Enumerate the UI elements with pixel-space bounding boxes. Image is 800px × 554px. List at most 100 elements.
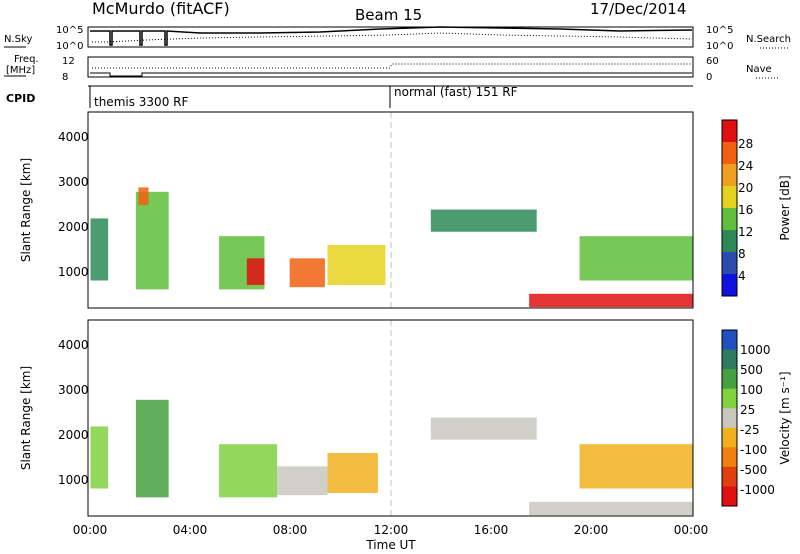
- heatmap-cell: [327, 245, 386, 285]
- colorbar-cell: [722, 349, 737, 370]
- velocity-y-axis: 1000 2000 3000 4000 Slant Range [km]: [19, 338, 89, 487]
- vel-cbar-tick-0: 1000: [740, 343, 771, 357]
- nsky-tick-top: 10^5: [56, 25, 83, 36]
- vel-cbar-tick-5: -100: [740, 443, 767, 457]
- power-ytick-4000: 4000: [58, 130, 89, 144]
- heatmap-cell: [138, 187, 149, 206]
- heatmap-cell: [90, 426, 109, 489]
- power-cbar-tick-12: 12: [738, 225, 753, 239]
- heatmap-cell: [289, 258, 325, 288]
- colorbar-cell: [722, 186, 737, 209]
- colorbar-cell: [722, 208, 737, 231]
- velocity-ytick-4000: 4000: [58, 338, 89, 352]
- velocity-colorbar-cells: [722, 330, 737, 507]
- power-ylabel: Slant Range [km]: [19, 158, 33, 262]
- vel-cbar-tick-1: 500: [740, 363, 763, 377]
- colorbar-cell: [722, 408, 737, 429]
- xtick-3: 12:00: [374, 523, 409, 537]
- colorbar-cell: [722, 330, 737, 351]
- heatmap-cell: [327, 453, 378, 493]
- heatmap-cell: [579, 444, 693, 489]
- power-cbar-tick-4: 4: [738, 269, 746, 283]
- power-colorbar-label: Power [dB]: [778, 175, 792, 240]
- colorbar-cell: [722, 142, 737, 165]
- cpid-seg-label-0: themis 3300 RF: [94, 95, 188, 109]
- velocity-colorbar-frame: [721, 329, 738, 507]
- colorbar-cell: [722, 486, 737, 507]
- nsearch-tick-bottom: 10^0: [706, 41, 733, 52]
- freq-panel: Freq. [MHz] 12 8 60 0 Nave: [4, 54, 778, 83]
- freq-tick-top: 12: [62, 56, 75, 67]
- power-panel: 1000 2000 3000 4000 Slant Range [km] 4 8…: [19, 111, 792, 309]
- nave-line: [92, 63, 692, 69]
- velocity-panel: 1000 2000 3000 4000 Slant Range [km] 100…: [19, 319, 792, 517]
- colorbar-cell: [722, 252, 737, 275]
- xtick-6: 00:00: [674, 523, 709, 537]
- heatmap-cell: [430, 209, 537, 232]
- date-title: 17/Dec/2014: [590, 0, 686, 18]
- velocity-colorbar-label: Velocity [m s⁻¹]: [778, 371, 792, 464]
- heatmap-cell: [135, 399, 169, 498]
- velocity-colorbar: 1000 500 100 25 -25 -100 -500 -1000 Velo…: [721, 329, 792, 507]
- xtick-2: 08:00: [273, 523, 308, 537]
- nsearch-label: N.Search: [746, 34, 791, 45]
- heatmap-cell: [90, 218, 109, 281]
- nave-label: Nave: [746, 64, 772, 75]
- colorbar-cell: [722, 466, 737, 487]
- station-title: McMurdo (fitACF): [92, 0, 230, 18]
- heatmap-cell: [529, 293, 693, 308]
- nave-tick-bottom: 0: [706, 72, 712, 83]
- cpid-panel: CPID themis 3300 RF normal (fast) 151 RF: [6, 85, 693, 109]
- power-cbar-tick-24: 24: [738, 159, 753, 173]
- x-axis: 00:00 04:00 08:00 12:00 16:00 20:00 00:0…: [73, 523, 709, 552]
- freq-line: [90, 72, 692, 77]
- nsearch-line: [92, 32, 693, 43]
- nsky-line: [90, 26, 693, 46]
- nsky-panel: N.Sky 10^5 10^0 10^5 10^0 N.Search: [4, 25, 791, 52]
- power-frame: [87, 111, 694, 309]
- power-ytick-1000: 1000: [58, 265, 89, 279]
- velocity-data-layer: [90, 399, 693, 516]
- nsky-frame: [87, 26, 694, 48]
- xaxis-label: Time UT: [365, 538, 416, 552]
- colorbar-cell: [722, 230, 737, 253]
- heatmap-cell: [430, 417, 537, 440]
- power-cbar-tick-8: 8: [738, 247, 746, 261]
- cpid-label: CPID: [6, 92, 35, 105]
- xtick-0: 00:00: [73, 523, 108, 537]
- power-ytick-2000: 2000: [58, 220, 89, 234]
- velocity-ylabel: Slant Range [km]: [19, 366, 33, 470]
- power-data-layer: [90, 187, 693, 308]
- heatmap-cell: [219, 444, 278, 498]
- colorbar-cell: [722, 274, 737, 297]
- power-cbar-tick-16: 16: [738, 203, 753, 217]
- vel-cbar-tick-3: 25: [740, 403, 755, 417]
- xtick-1: 04:00: [173, 523, 208, 537]
- cpid-seg-label-1: normal (fast) 151 RF: [394, 85, 518, 99]
- heatmap-cell: [579, 236, 693, 281]
- vel-cbar-tick-7: -1000: [740, 483, 775, 497]
- colorbar-cell: [722, 164, 737, 187]
- vel-cbar-tick-4: -25: [740, 423, 760, 437]
- vel-cbar-tick-6: -500: [740, 463, 767, 477]
- nsky-tick-bottom: 10^0: [56, 41, 83, 52]
- heatmap-cell: [135, 191, 169, 290]
- vel-cbar-tick-2: 100: [740, 383, 763, 397]
- xtick-4: 16:00: [474, 523, 509, 537]
- heatmap-cell: [277, 466, 328, 496]
- beam-title: Beam 15: [355, 6, 422, 24]
- nsky-label: N.Sky: [4, 34, 32, 45]
- velocity-ytick-1000: 1000: [58, 473, 89, 487]
- colorbar-cell: [722, 120, 737, 143]
- power-y-axis: 1000 2000 3000 4000 Slant Range [km]: [19, 130, 89, 279]
- nave-tick-top: 60: [706, 56, 719, 67]
- freq-tick-bottom: 8: [62, 72, 68, 83]
- velocity-ytick-2000: 2000: [58, 428, 89, 442]
- freq-label-2: [MHz]: [6, 65, 35, 76]
- power-colorbar: 4 8 12 16 20 24 28 Power [dB]: [721, 119, 792, 297]
- colorbar-cell: [722, 369, 737, 390]
- velocity-frame: [87, 319, 694, 517]
- xtick-5: 20:00: [574, 523, 609, 537]
- power-ytick-3000: 3000: [58, 175, 89, 189]
